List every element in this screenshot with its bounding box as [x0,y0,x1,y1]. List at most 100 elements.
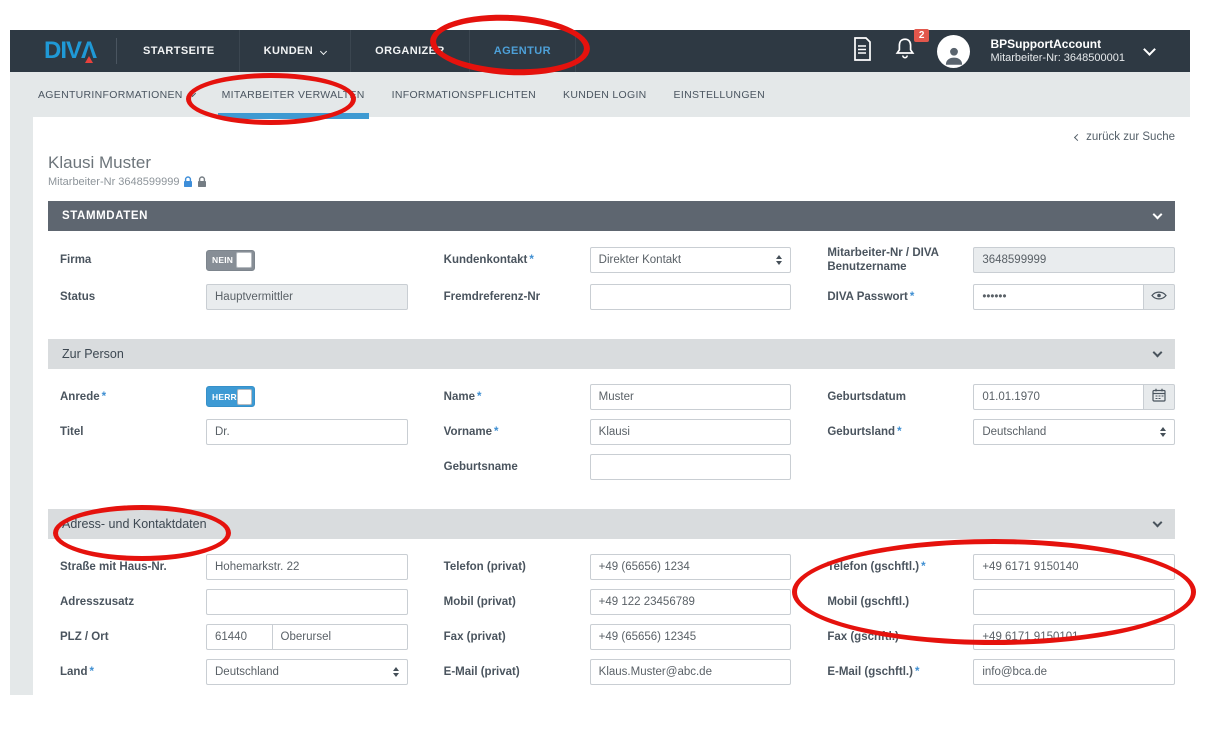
lock-icon-blue [183,175,193,188]
section-zur-person: Zur Person Anrede * HERR Name * [48,338,1175,496]
mobil-gschftl-input[interactable] [973,588,1175,615]
field-anrede: Anrede * HERR [48,384,408,410]
empty-cell [48,454,408,480]
navbar-right: 2 BPSupportAccount Mitarbeiter-Nr: 36485… [851,28,1190,72]
chevron-down-icon [188,89,196,98]
back-to-search-link[interactable]: zurück zur Suche [1074,131,1175,143]
chevron-down-icon [1152,347,1163,358]
field-kundenkontakt: Kundenkontakt * Direkter Kontakt [432,246,792,275]
subnav-kunden-login[interactable]: KUNDEN LOGIN [563,88,647,101]
adresse-header[interactable]: Adress- und Kontaktdaten [48,508,1175,539]
field-status: Status [48,283,408,310]
avatar [937,34,971,68]
chevron-down-icon [1152,517,1163,528]
field-diva-passwort: DIVA Passwort * [815,283,1175,310]
geburtsdatum-input[interactable] [973,383,1144,410]
telefon-gschftl-input[interactable] [973,553,1175,580]
select-value: Deutschland [982,425,1047,438]
documents-button[interactable] [851,36,873,67]
subnav-agenturinformationen[interactable]: AGENTURINFORMATIONEN [38,72,196,117]
subnav-einstellungen[interactable]: EINSTELLUNGEN [673,88,765,101]
calendar-button[interactable] [1143,383,1175,410]
land-select[interactable]: Deutschland [206,658,408,685]
document-icon [851,36,873,67]
geburtsname-input[interactable] [589,453,792,480]
field-email-gschftl: E-Mail (gschftl.) * [815,658,1175,685]
tab-agentur[interactable]: AGENTUR [468,30,575,72]
geburtsland-select[interactable]: Deutschland [973,418,1175,445]
email-gschftl-input[interactable] [973,658,1175,685]
show-password-button[interactable] [1143,283,1175,310]
notifications-button[interactable]: 2 [893,28,930,67]
select-arrows-icon [776,255,783,266]
page-subtitle: Mitarbeiter-Nr 3648599999 [48,176,180,188]
notification-badge: 2 [913,28,930,42]
select-value: Deutschland [215,665,279,678]
lock-icon-gray [197,175,207,188]
tab-startseite[interactable]: STARTSEITE [143,45,215,57]
subnav-informationspflichten[interactable]: INFORMATIONSPFLICHTEN [391,88,537,101]
field-email-privat: E-Mail (privat) [432,658,792,685]
zur-person-header[interactable]: Zur Person [48,338,1175,369]
diva-logo-text: DIVΛ [44,37,97,64]
field-geburtsdatum: Geburtsdatum [815,383,1175,410]
field-firma: Firma NEIN [48,246,408,275]
select-arrows-icon [392,666,399,677]
email-privat-input[interactable] [589,658,792,685]
chevron-left-icon [1074,133,1082,141]
field-telefon-privat: Telefon (privat) [432,553,792,580]
field-geburtsland: Geburtsland * Deutschland [815,418,1175,445]
field-adresszusatz: Adresszusatz [48,588,408,615]
firma-toggle[interactable]: NEIN [206,249,255,271]
left-gutter [10,117,33,695]
select-value: Direkter Kontakt [598,254,682,267]
eye-icon [1151,289,1167,304]
chevron-down-icon [320,47,328,55]
vorname-input[interactable] [589,418,792,445]
tab-organizer[interactable]: ORGANIZER [350,30,469,72]
titel-input[interactable] [206,418,408,445]
mobil-privat-input[interactable] [589,588,792,615]
field-mitarbeiter-nr: Mitarbeiter-Nr / DIVA Benutzername [815,246,1175,275]
field-plz-ort: PLZ / Ort [48,623,408,650]
bell-icon [893,36,917,67]
tab-kunden[interactable]: KUNDEN [238,30,350,72]
adresszusatz-input[interactable] [206,588,408,615]
section-adresse: Adress- und Kontaktdaten Straße mit Haus… [48,508,1175,701]
top-navbar: DIVΛ STARTSEITE KUNDEN ORGANIZER AGENTUR [10,28,1190,72]
account-subtitle: Mitarbeiter-Nr: 3648500001 [990,51,1125,64]
kundenkontakt-select[interactable]: Direkter Kontakt [589,247,792,274]
app-window: DIVΛ STARTSEITE KUNDEN ORGANIZER AGENTUR [10,28,1190,695]
account-menu[interactable] [937,34,971,68]
toggle-label: HERR [212,391,237,402]
passwort-input[interactable] [973,283,1144,310]
toggle-knob [236,388,252,405]
logo-red-triangle-icon [84,56,93,63]
chevron-down-icon[interactable] [1143,42,1156,56]
divider [116,38,118,64]
ort-input[interactable] [272,623,408,650]
section-stammdaten: STAMMDATEN Firma NEIN Kundenkontakt * Dir… [48,201,1175,326]
title-block: Klausi Muster Mitarbeiter-Nr 3648599999 [48,153,1175,188]
strasse-input[interactable] [206,553,408,580]
fremdreferenz-input[interactable] [589,283,792,310]
toggle-label: NEIN [212,255,234,266]
name-input[interactable] [589,383,792,410]
field-telefon-gschftl: Telefon (gschftl.) * [815,553,1175,580]
stammdaten-header[interactable]: STAMMDATEN [48,201,1175,231]
divider [574,30,576,72]
diva-logo[interactable]: DIVΛ [10,30,118,72]
toggle-knob [236,252,252,269]
empty-cell [815,454,1175,480]
secondary-nav: AGENTURINFORMATIONEN MITARBEITER VERWALT… [10,72,1190,119]
plz-input[interactable] [206,623,273,650]
subnav-mitarbeiter-verwalten[interactable]: MITARBEITER VERWALTEN [217,72,369,119]
fax-privat-input[interactable] [589,623,792,650]
app-body: zurück zur Suche Klausi Muster Mitarbeit… [10,117,1190,695]
anrede-toggle[interactable]: HERR [206,386,255,408]
field-land: Land * Deutschland [48,658,408,685]
fax-gschftl-input[interactable] [973,623,1175,650]
telefon-privat-input[interactable] [589,553,792,580]
field-fremdreferenz: Fremdreferenz-Nr [432,283,792,310]
